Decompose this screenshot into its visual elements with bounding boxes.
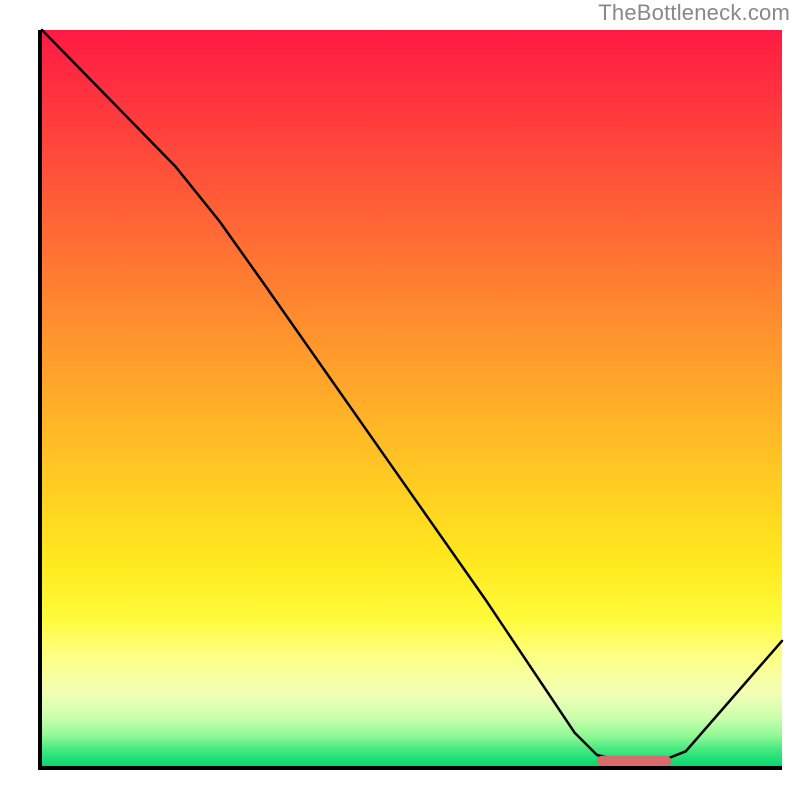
- watermark-text: TheBottleneck.com: [598, 0, 790, 26]
- bottleneck-curve-chart: [0, 0, 800, 800]
- x-axis: [38, 766, 782, 770]
- chart-container: TheBottleneck.com: [0, 0, 800, 800]
- y-axis: [38, 30, 42, 770]
- plot-background: [42, 30, 782, 766]
- optimal-range-marker: [597, 756, 671, 766]
